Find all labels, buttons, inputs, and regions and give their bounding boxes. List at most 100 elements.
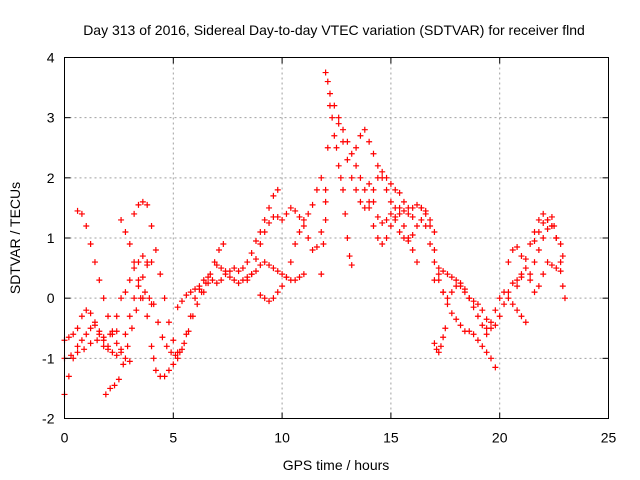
data-point — [405, 210, 412, 217]
data-point — [96, 331, 103, 338]
data-point — [409, 247, 416, 254]
data-point — [427, 241, 434, 248]
data-point — [324, 144, 331, 151]
data-point — [261, 259, 268, 266]
data-point — [87, 241, 94, 248]
data-point — [146, 295, 153, 302]
data-point — [192, 286, 199, 293]
data-point — [131, 295, 138, 302]
data-point — [396, 210, 403, 217]
data-point — [370, 222, 377, 229]
x-tick-label: 20 — [492, 430, 508, 446]
data-point — [505, 295, 512, 302]
data-point — [170, 337, 177, 344]
series-arc-14 — [257, 216, 329, 305]
data-point — [361, 126, 368, 133]
data-point — [531, 238, 538, 245]
data-point — [540, 271, 547, 278]
data-point — [392, 186, 399, 193]
series-arc-22 — [431, 325, 449, 356]
data-point — [348, 150, 355, 157]
data-point — [318, 174, 325, 181]
data-point — [522, 319, 529, 326]
data-point — [213, 280, 220, 287]
data-point — [366, 138, 373, 145]
series-arc-13 — [244, 174, 329, 284]
data-point — [492, 364, 499, 371]
data-point — [87, 325, 94, 332]
series-arc-18 — [353, 126, 421, 266]
data-point — [535, 283, 542, 290]
data-point — [126, 313, 133, 320]
data-point — [527, 241, 534, 248]
data-point — [187, 289, 194, 296]
data-point — [183, 292, 190, 299]
data-point — [205, 274, 212, 281]
data-point — [279, 271, 286, 278]
data-point — [252, 268, 259, 275]
data-point — [222, 268, 229, 275]
series-arc-17 — [335, 120, 416, 220]
data-point — [501, 289, 508, 296]
data-point — [418, 204, 425, 211]
data-point — [150, 301, 157, 308]
data-point — [544, 216, 551, 223]
data-point — [68, 352, 75, 359]
data-point — [448, 274, 455, 281]
data-point — [274, 268, 281, 275]
data-point — [374, 235, 381, 241]
data-point — [329, 114, 336, 121]
data-point — [514, 244, 521, 251]
data-point — [346, 253, 353, 260]
x-axis-label: GPS time / hours — [283, 457, 390, 473]
data-point — [179, 346, 186, 353]
y-tick-label: 2 — [47, 170, 55, 186]
data-point — [461, 289, 468, 296]
data-point — [344, 156, 351, 163]
data-point — [387, 222, 394, 229]
series-arc-23 — [483, 289, 529, 332]
data-point — [409, 231, 416, 238]
data-point — [176, 349, 183, 356]
data-point — [70, 331, 77, 338]
data-point — [200, 277, 207, 284]
data-point — [470, 298, 477, 305]
data-point — [113, 313, 120, 320]
data-point — [505, 259, 512, 266]
data-point — [483, 325, 490, 332]
data-point — [133, 307, 140, 314]
y-tick-label: 4 — [47, 50, 55, 66]
data-point — [427, 216, 434, 223]
data-point — [496, 313, 503, 320]
data-point — [128, 325, 135, 332]
data-point — [431, 277, 438, 284]
data-point — [194, 301, 201, 308]
data-point — [126, 277, 133, 284]
data-point — [540, 235, 547, 241]
data-point — [292, 241, 299, 248]
data-point — [287, 259, 294, 266]
data-point — [527, 271, 534, 278]
data-point — [309, 247, 316, 254]
data-point — [379, 241, 386, 248]
axes: 0 5 10 15 20 25 -2 -1 0 1 2 3 4 — [42, 50, 616, 446]
y-tick-label: 0 — [47, 290, 55, 306]
data-point — [83, 222, 90, 229]
data-point — [74, 207, 81, 214]
data-point — [122, 228, 129, 235]
data-point — [435, 271, 442, 278]
data-point — [557, 259, 564, 266]
data-point — [118, 295, 125, 302]
data-point — [122, 331, 129, 338]
y-axis-label: SDTVAR / TECUs — [7, 182, 23, 294]
data-point — [111, 382, 118, 389]
data-point — [152, 367, 159, 374]
data-point — [340, 126, 347, 133]
data-point — [163, 343, 170, 350]
data-point — [418, 216, 425, 223]
data-point — [170, 361, 177, 368]
data-points — [61, 69, 568, 398]
data-point — [470, 331, 477, 338]
data-point — [353, 162, 360, 169]
data-point — [115, 376, 122, 383]
